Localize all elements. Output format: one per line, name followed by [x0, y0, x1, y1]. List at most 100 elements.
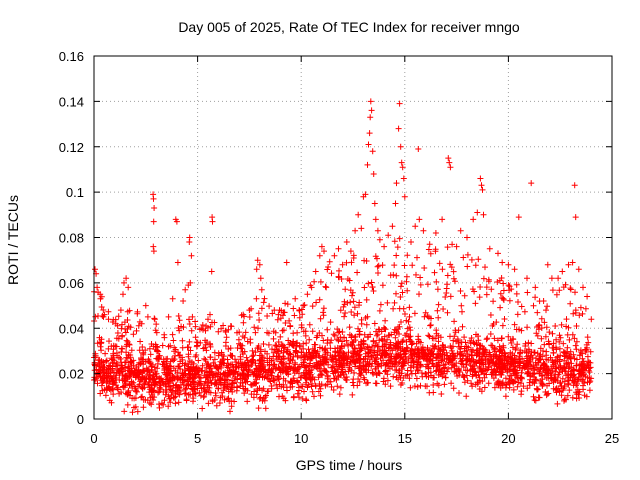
- data-point: [224, 396, 231, 403]
- data-point: [151, 315, 158, 322]
- data-point: [235, 336, 242, 343]
- data-point: [187, 279, 194, 286]
- data-point: [386, 332, 393, 339]
- data-point: [320, 305, 327, 312]
- data-point: [159, 342, 166, 349]
- data-point: [137, 338, 144, 345]
- data-point: [545, 338, 552, 345]
- data-point: [212, 392, 219, 399]
- data-point: [460, 364, 467, 371]
- data-point: [156, 385, 163, 392]
- data-point: [399, 345, 406, 352]
- data-point: [425, 314, 432, 321]
- data-point: [354, 269, 361, 276]
- data-point: [112, 320, 119, 327]
- data-point: [510, 386, 517, 393]
- data-point: [148, 341, 155, 347]
- data-point: [408, 347, 415, 353]
- data-point: [312, 382, 319, 389]
- data-point: [491, 335, 498, 342]
- data-point: [160, 381, 167, 388]
- data-point: [497, 358, 504, 365]
- data-point: [334, 326, 341, 333]
- data-point: [487, 357, 494, 364]
- data-point: [393, 290, 399, 297]
- data-point: [392, 200, 399, 207]
- data-point: [541, 362, 548, 369]
- data-point: [542, 333, 549, 340]
- data-point: [234, 345, 241, 351]
- data-point: [543, 348, 550, 355]
- data-point: [150, 195, 157, 202]
- data-point: [548, 275, 555, 282]
- data-point: [253, 295, 260, 302]
- data-point: [393, 272, 400, 279]
- data-point: [535, 386, 541, 393]
- data-point: [364, 343, 371, 350]
- data-point: [415, 367, 422, 374]
- data-point: [461, 345, 468, 352]
- data-point: [314, 348, 321, 355]
- data-point: [389, 347, 396, 354]
- data-point: [464, 356, 471, 363]
- data-point: [373, 328, 379, 335]
- data-point: [361, 376, 368, 383]
- data-point: [249, 359, 256, 366]
- data-point: [398, 280, 405, 287]
- y-tick-label: 0.02: [59, 367, 84, 382]
- data-point: [526, 361, 533, 368]
- data-point: [348, 309, 355, 315]
- data-point: [110, 342, 117, 349]
- data-point: [567, 285, 574, 292]
- data-point: [394, 345, 401, 352]
- data-point: [441, 347, 447, 354]
- data-point: [94, 284, 101, 291]
- data-point: [124, 355, 131, 362]
- data-point: [179, 376, 186, 383]
- data-point: [306, 336, 313, 343]
- data-point: [564, 344, 571, 351]
- data-point: [497, 347, 504, 354]
- data-point: [105, 362, 112, 369]
- data-point: [148, 382, 155, 389]
- data-point: [549, 330, 556, 337]
- data-point: [500, 280, 507, 287]
- data-point: [327, 319, 334, 326]
- data-point: [358, 225, 365, 232]
- data-point: [488, 286, 495, 293]
- data-point: [296, 394, 302, 401]
- data-point: [396, 305, 403, 312]
- data-point: [464, 351, 471, 357]
- data-point: [165, 367, 171, 374]
- data-point: [376, 337, 383, 344]
- data-point: [379, 262, 386, 269]
- data-point: [382, 368, 389, 375]
- data-point: [365, 280, 372, 287]
- data-point: [434, 307, 441, 314]
- data-point: [467, 368, 474, 374]
- data-point: [219, 389, 225, 396]
- data-point: [150, 397, 157, 403]
- data-point: [237, 353, 244, 360]
- data-point: [391, 299, 398, 306]
- data-point: [557, 334, 564, 341]
- x-axis-label: GPS time / hours: [296, 457, 403, 473]
- data-point: [439, 266, 446, 273]
- data-point: [310, 350, 316, 357]
- data-point: [409, 340, 416, 347]
- data-point: [180, 381, 187, 388]
- data-point: [146, 345, 153, 352]
- data-point: [474, 379, 481, 386]
- data-point: [186, 338, 193, 345]
- data-point: [416, 338, 422, 345]
- data-point: [530, 302, 537, 309]
- data-point: [546, 341, 553, 348]
- data-point: [199, 362, 206, 369]
- data-point: [92, 266, 98, 273]
- data-point: [442, 374, 449, 381]
- data-point: [565, 261, 572, 268]
- data-point: [265, 341, 272, 348]
- data-point: [347, 287, 354, 294]
- data-point: [330, 387, 337, 393]
- data-point: [235, 364, 242, 371]
